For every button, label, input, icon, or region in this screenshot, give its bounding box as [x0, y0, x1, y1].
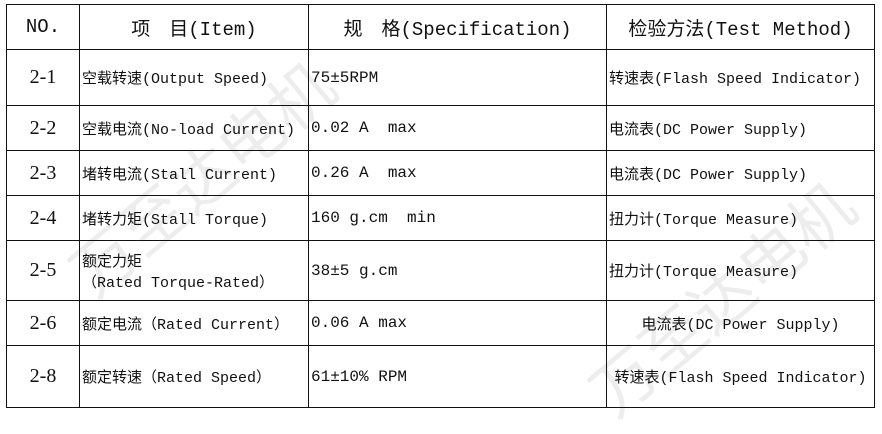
row-item: 额定力矩 （Rated Torque-Rated） — [79, 240, 309, 301]
row-item: 额定转速（Rated Speed） — [79, 345, 309, 408]
row-item: 空载转速(Output Speed) — [79, 49, 309, 106]
table-row: 2-6 额定电流（Rated Current） 0.06 A max 电流表(D… — [6, 300, 875, 346]
row-spec: 160 g.cm min — [308, 195, 607, 241]
row-no: 2-4 — [6, 195, 80, 241]
row-method: 扭力计(Torque Measure) — [606, 240, 875, 301]
row-method: 电流表(DC Power Supply) — [606, 150, 875, 196]
table-row: 2-3 堵转电流(Stall Current) 0.26 A max 电流表(D… — [6, 150, 875, 196]
row-spec: 38±5 g.cm — [308, 240, 607, 301]
row-method: 电流表(DC Power Supply) — [606, 105, 875, 151]
row-item: 空载电流(No-load Current) — [79, 105, 309, 151]
row-spec: 75±5RPM — [308, 49, 607, 106]
row-no: 2-2 — [6, 105, 80, 151]
row-no: 2-8 — [6, 345, 80, 408]
header-no: NO. — [6, 4, 80, 50]
header-item: 项 目(Item) — [79, 4, 309, 50]
table-row: 2-5 额定力矩 （Rated Torque-Rated） 38±5 g.cm … — [6, 240, 875, 301]
header-method: 检验方法(Test Method) — [606, 4, 875, 50]
row-method: 转速表(Flash Speed Indicator) — [606, 345, 875, 408]
row-method: 扭力计(Torque Measure) — [606, 195, 875, 241]
row-no: 2-5 — [6, 240, 80, 301]
row-no: 2-1 — [6, 49, 80, 106]
row-method: 电流表(DC Power Supply) — [606, 300, 875, 346]
row-method: 转速表(Flash Speed Indicator) — [606, 49, 875, 106]
row-item: 堵转力矩(Stall Torque) — [79, 195, 309, 241]
spec-table: NO. 项 目(Item) 规 格(Specification) 检验方法(Te… — [6, 4, 875, 408]
row-spec: 0.02 A max — [308, 105, 607, 151]
table-row: 2-1 空载转速(Output Speed) 75±5RPM 转速表(Flash… — [6, 49, 875, 106]
header-row: NO. 项 目(Item) 规 格(Specification) 检验方法(Te… — [6, 4, 875, 50]
row-no: 2-6 — [6, 300, 80, 346]
row-item-cn: 额定力矩 — [82, 253, 143, 271]
table-row: 2-8 额定转速（Rated Speed） 61±10% RPM 转速表(Fla… — [6, 345, 875, 408]
row-spec: 61±10% RPM — [308, 345, 607, 408]
header-spec: 规 格(Specification) — [308, 4, 607, 50]
row-spec: 0.26 A max — [308, 150, 607, 196]
row-item: 堵转电流(Stall Current) — [79, 150, 309, 196]
row-spec: 0.06 A max — [308, 300, 607, 346]
row-item-en: （Rated Torque-Rated） — [82, 274, 275, 292]
table-row: 2-4 堵转力矩(Stall Torque) 160 g.cm min 扭力计(… — [6, 195, 875, 241]
row-no: 2-3 — [6, 150, 80, 196]
table-row: 2-2 空载电流(No-load Current) 0.02 A max 电流表… — [6, 105, 875, 151]
row-item: 额定电流（Rated Current） — [79, 300, 309, 346]
